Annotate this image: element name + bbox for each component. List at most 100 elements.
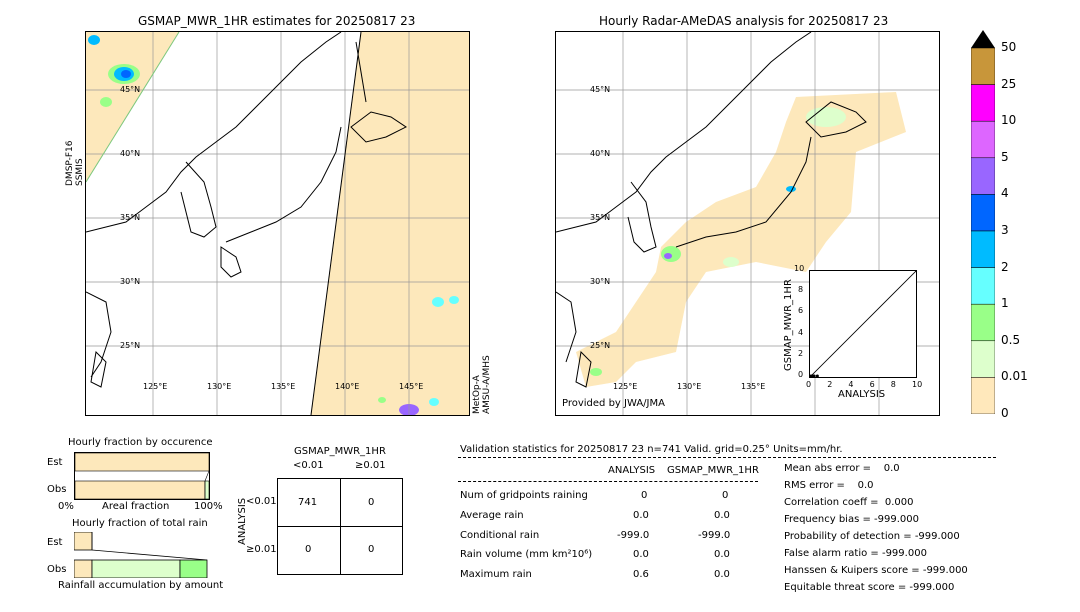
lat-label: 45°N: [120, 85, 141, 94]
cont-row-header: ≥0.01: [246, 544, 277, 555]
scatter-ytick: 4: [798, 327, 804, 337]
rain-blob: [432, 297, 444, 307]
occ-xlabel: Areal fraction: [102, 501, 170, 512]
scatter-xtick: 8: [890, 380, 896, 389]
rain-xlabel: Rainfall accumulation by amount: [58, 580, 224, 591]
lat-label: 35°N: [590, 213, 611, 222]
colorbar-tick-label: 10: [1001, 113, 1017, 128]
val-row-analysis: -999.0: [617, 530, 650, 541]
val-row-label: Rain volume (mm km²10⁶): [460, 549, 593, 560]
colorbar-segment: [970, 120, 996, 159]
rain-est-bar: [73, 531, 93, 551]
scatter-xtick: 6: [869, 380, 875, 389]
scatter-ytick: 10: [794, 264, 805, 273]
colorbar-tick-label: 0.01: [1001, 369, 1028, 384]
coast-hokkaido: [350, 111, 407, 143]
lat-label: 35°N: [120, 213, 141, 222]
scatter-point: [812, 374, 816, 378]
colorbar-tick-label: 0: [1001, 406, 1009, 420]
val-row-label: Average rain: [460, 510, 524, 521]
val-row-analysis: 0.0: [633, 510, 649, 521]
occ-obs-label: Obs: [47, 484, 67, 495]
score-line: Hanssen & Kuipers score = -999.000: [784, 565, 968, 576]
rain-blob: [661, 246, 681, 262]
coast-taiwan: [575, 350, 592, 388]
cont-cell: 741: [298, 497, 318, 508]
rain-blob: [121, 70, 131, 78]
right-map-canvas: [556, 32, 939, 415]
colorbar-tick-label: 2: [1001, 259, 1009, 274]
lon-label: 135°E: [271, 382, 296, 391]
sensor-right-label-2: AMSU-A/MHS: [482, 355, 492, 414]
cont-col-header: ≥0.01: [355, 460, 386, 471]
coast-taiwan: [90, 350, 107, 388]
score-line: Correlation coeff = 0.000: [784, 497, 914, 508]
val-row-gsmap: -999.0: [698, 530, 731, 541]
rain-blob: [88, 35, 100, 45]
coast-china: [86, 291, 112, 378]
occ-bar-obs: [74, 480, 206, 500]
colorbar-segment: [970, 194, 996, 232]
rain-obs-bar-green: [179, 559, 208, 579]
scatter-ylabel: GSMAP_MWR_1HR: [783, 279, 794, 371]
colorbar-tick-label: 5: [1001, 149, 1009, 164]
rain-est-label: Est: [47, 537, 63, 548]
score-line: False alarm ratio = -999.000: [784, 548, 927, 559]
colorbar-segment: [970, 230, 996, 268]
rain-blob: [590, 368, 602, 376]
occ-bar-obs: [204, 480, 210, 500]
scatter-ytick: 0: [798, 370, 804, 379]
rain-blob: [664, 253, 672, 259]
lon-label: 130°E: [207, 382, 232, 391]
val-divider: [458, 457, 996, 458]
scatter-point: [815, 374, 819, 378]
lon-label: 145°E: [399, 382, 424, 391]
occ-x0: 0%: [58, 501, 74, 512]
val-row-analysis: 0.0: [633, 549, 649, 560]
coast-honshu: [225, 126, 342, 243]
val-row-gsmap: 0.0: [714, 569, 730, 580]
lat-label: 40°N: [590, 149, 611, 158]
lat-label: 30°N: [590, 277, 611, 286]
rain-blob: [449, 296, 459, 304]
occ-connector: [204, 470, 210, 482]
lon-label: 140°E: [335, 382, 360, 391]
colorbar-segment: [970, 84, 996, 122]
cont-col-header: <0.01: [293, 460, 324, 471]
coast-kyushu: [220, 246, 242, 278]
scatter-ytick: 6: [798, 306, 804, 316]
left-map-title: GSMAP_MWR_1HR estimates for 20250817 23: [138, 14, 416, 28]
val-divider-2: [458, 481, 758, 482]
left-swath-beige-right: [311, 32, 469, 415]
colorbar-tick-label: 25: [1001, 76, 1017, 91]
coast-sakhalin: [355, 41, 367, 103]
val-row-analysis: 0: [641, 490, 648, 501]
colorbar-segment: [970, 157, 996, 195]
val-row-gsmap: 0.0: [714, 549, 730, 560]
val-row-gsmap: 0: [722, 490, 729, 501]
rain-obs-label: Obs: [47, 564, 67, 575]
occ-est-label: Est: [47, 457, 63, 468]
colorbar: [970, 30, 996, 415]
left-map-canvas: [86, 32, 469, 415]
rain-frame: [73, 531, 208, 579]
val-row-label: Conditional rain: [460, 530, 540, 541]
right-map-title: Hourly Radar-AMeDAS analysis for 2025081…: [599, 14, 889, 28]
occ-title: Hourly fraction by occurence: [68, 437, 213, 448]
score-line: Probability of detection = -999.000: [784, 531, 960, 542]
scatter-xtick: 10: [912, 380, 923, 389]
colorbar-segment: [970, 377, 996, 415]
coast-korea: [627, 181, 657, 253]
coast-asia: [556, 32, 812, 233]
rain-blob: [378, 397, 386, 403]
lat-label: 30°N: [120, 277, 141, 286]
val-row-gsmap: 0.0: [714, 510, 730, 521]
occ-x100: 100%: [194, 501, 223, 512]
scatter-xtick: 0: [806, 380, 812, 389]
score-line: Frequency bias = -999.000: [784, 514, 919, 525]
radar-coverage: [576, 92, 906, 387]
val-col-analysis: ANALYSIS: [608, 465, 656, 476]
colorbar-tick-label: 1: [1001, 296, 1009, 311]
rain-blob: [100, 97, 112, 107]
occ-bar-est: [74, 452, 210, 472]
